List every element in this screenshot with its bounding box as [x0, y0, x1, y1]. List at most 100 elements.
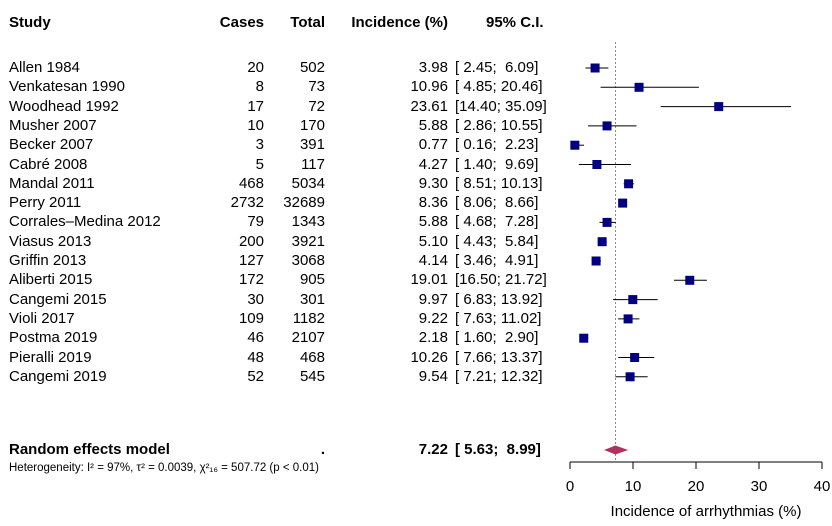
- study-name: Allen 1984: [9, 59, 80, 76]
- study-incidence: 10.96: [410, 78, 448, 96]
- study-incidence: 2.18: [418, 329, 448, 347]
- study-name: Woodhead 1992: [9, 97, 119, 115]
- study-incidence: 0.77: [418, 136, 448, 154]
- study-marker: [634, 82, 644, 92]
- study-total: 1343: [291, 213, 325, 231]
- study-cases: 127: [238, 252, 264, 269]
- study-ci: [ 2.45; 6.09]: [455, 59, 539, 76]
- study-name: Cangemi 2019: [9, 367, 107, 385]
- study-total: 1182: [292, 309, 325, 327]
- study-total: 468: [299, 348, 325, 366]
- study-cases: 20: [247, 59, 264, 76]
- study-name: Musher 2007: [9, 116, 97, 134]
- study-cases: 468: [238, 174, 264, 192]
- study-total: 72: [308, 97, 325, 115]
- x-tick-label: 10: [625, 478, 642, 495]
- study-name: Violi 2017: [9, 309, 75, 327]
- study-total: 391: [299, 136, 325, 154]
- study-incidence: 19.01: [410, 271, 448, 289]
- study-name: Corrales–Medina 2012: [9, 213, 161, 231]
- study-total: 73: [308, 78, 325, 96]
- study-total: 170: [299, 116, 325, 134]
- header-total: Total: [290, 14, 325, 31]
- study-incidence: 5.88: [418, 116, 448, 134]
- summary-ci: [ 5.63; 8.99]: [455, 441, 541, 458]
- study-marker: [714, 102, 724, 112]
- study-cases: 17: [247, 97, 264, 115]
- header-incidence: Incidence (%): [351, 14, 448, 31]
- study-total: 32689: [283, 194, 325, 212]
- x-tick-label: 20: [688, 478, 705, 495]
- study-marker: [625, 372, 635, 382]
- study-ci: [ 7.66; 13.37]: [455, 348, 543, 366]
- study-marker: [628, 295, 638, 305]
- study-marker: [602, 121, 612, 131]
- x-axis-label: Incidence of arrhythmias (%): [611, 503, 802, 520]
- study-incidence: 8.36: [418, 194, 448, 212]
- study-incidence: 5.88: [418, 213, 448, 231]
- study-ci: [ 8.06; 8.66]: [455, 194, 539, 212]
- study-name: Postma 2019: [9, 329, 98, 347]
- study-total: 301: [299, 290, 325, 308]
- study-incidence: 9.54: [418, 367, 448, 385]
- study-total: 5034: [291, 174, 325, 192]
- study-cases: 8: [255, 78, 264, 96]
- header-ci: 95% C.I.: [486, 14, 544, 31]
- study-marker: [570, 140, 580, 150]
- study-ci: [ 6.83; 13.92]: [455, 290, 543, 308]
- study-marker: [623, 314, 633, 324]
- study-ci: [ 4.85; 20.46]: [455, 78, 543, 96]
- study-total: 545: [299, 367, 325, 385]
- study-name: Viasus 2013: [9, 232, 92, 250]
- study-incidence: 3.98: [418, 59, 448, 76]
- study-marker: [590, 63, 600, 73]
- study-ci: [ 4.43; 5.84]: [455, 232, 539, 250]
- study-ci: [ 4.68; 7.28]: [455, 213, 539, 231]
- study-marker: [618, 198, 628, 208]
- study-cases: 46: [247, 329, 264, 347]
- study-total: 2107: [291, 329, 325, 347]
- study-total: 905: [299, 271, 325, 289]
- summary-diamond: [604, 445, 629, 455]
- study-ci: [14.40; 35.09]: [455, 97, 547, 115]
- study-marker: [602, 217, 612, 227]
- study-cases: 2732: [230, 194, 264, 212]
- study-ci: [16.50; 21.72]: [455, 271, 547, 289]
- x-tick-label: 0: [566, 478, 574, 495]
- study-total: 502: [299, 59, 325, 76]
- study-name: Griffin 2013: [9, 252, 87, 269]
- study-name: Cangemi 2015: [9, 290, 107, 308]
- study-incidence: 5.10: [418, 232, 448, 250]
- study-total: 117: [301, 155, 325, 173]
- study-ci: [ 7.21; 12.32]: [455, 367, 543, 385]
- study-cases: 79: [247, 213, 264, 231]
- study-cases: 10: [247, 116, 264, 134]
- study-marker: [591, 256, 601, 266]
- study-marker: [579, 333, 589, 343]
- study-ci: [ 0.16; 2.23]: [455, 136, 539, 154]
- study-name: Mandal 2011: [9, 174, 95, 192]
- study-ci: [ 1.40; 9.69]: [455, 155, 539, 173]
- study-incidence: 9.22: [418, 309, 448, 327]
- heterogeneity-stats: Heterogeneity: I² = 97%, τ² = 0.0039, χ²…: [9, 462, 319, 474]
- study-marker: [597, 237, 607, 247]
- x-tick-label: 40: [814, 478, 831, 495]
- study-incidence: 4.14: [418, 252, 448, 269]
- study-incidence: 9.30: [418, 174, 448, 192]
- study-marker: [630, 353, 640, 362]
- study-name: Venkatesan 1990: [9, 78, 125, 96]
- study-cases: 48: [247, 348, 264, 366]
- study-marker: [685, 275, 695, 285]
- study-name: Cabré 2008: [9, 155, 88, 173]
- header-study: Study: [9, 14, 51, 31]
- study-name: Pieralli 2019: [9, 348, 92, 366]
- study-cases: 109: [238, 309, 264, 327]
- study-marker: [624, 179, 634, 189]
- study-cases: 52: [247, 367, 264, 385]
- study-ci: [ 1.60; 2.90]: [455, 329, 539, 347]
- study-name: Aliberti 2015: [9, 271, 93, 289]
- study-ci: [ 8.51; 10.13]: [455, 174, 543, 192]
- study-incidence: 23.61: [410, 97, 448, 115]
- study-cases: 200: [238, 232, 264, 250]
